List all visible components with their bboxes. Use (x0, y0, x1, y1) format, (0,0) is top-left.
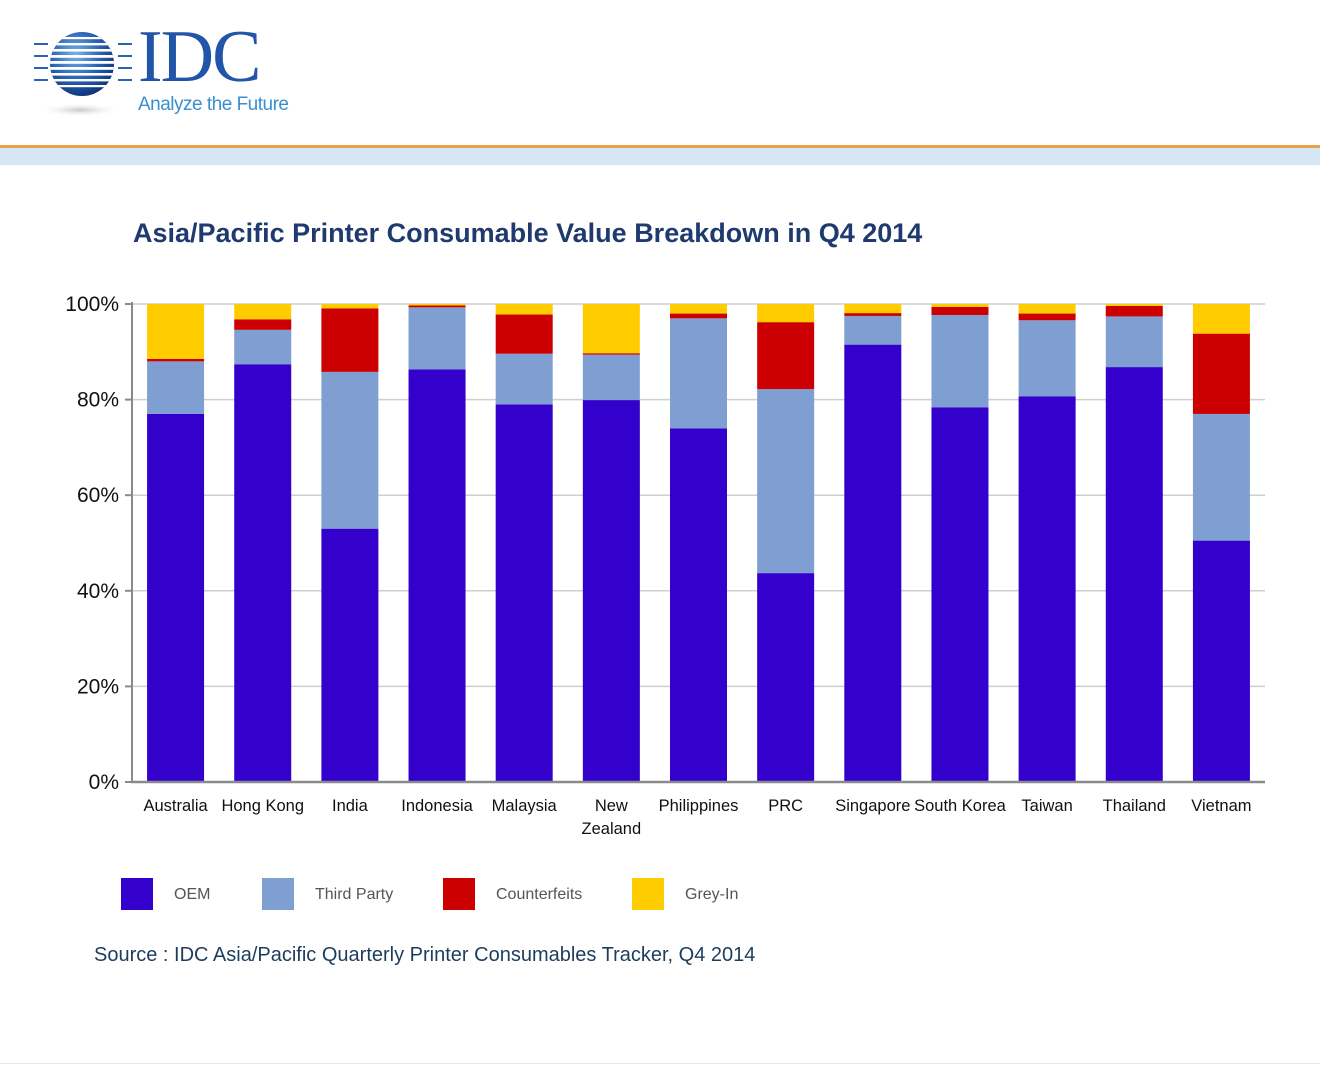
legend-label-counterfeits: Counterfeits (496, 886, 583, 903)
bar-segment-third-party (757, 389, 815, 574)
bar-segment-third-party (844, 315, 902, 345)
y-tick-label: 40% (77, 580, 119, 603)
x-tick-label: India (332, 797, 369, 815)
bar-segment-counterfeits (495, 314, 553, 354)
bar-segment-oem (408, 369, 466, 782)
footer-rule (0, 1063, 1320, 1064)
stacked-bar-chart: 0% 20% 40% 60% 80% 100% Australia Hong Kong Indi… (65, 293, 1265, 838)
bar-segment-grey-in (495, 304, 553, 315)
bar-segment-oem (147, 413, 205, 782)
bar-segment-third-party (234, 329, 292, 365)
bar-segment-grey-in (408, 304, 466, 306)
bar-segment-grey-in (1192, 304, 1250, 334)
legend-label-oem: OEM (174, 886, 211, 903)
bar-segment-oem (931, 407, 989, 782)
bar-segment-grey-in (757, 304, 815, 323)
idc-logo: IDC Analyze the Future (30, 20, 330, 124)
bar-segment-grey-in (1018, 304, 1076, 314)
y-tick-label: 100% (65, 293, 119, 316)
x-tick-label: Malaysia (492, 797, 558, 815)
y-tick-label: 20% (77, 675, 119, 698)
bar-segment-oem (1105, 367, 1163, 782)
x-tick-label: New (595, 797, 628, 815)
x-tick-label: Hong Kong (221, 797, 304, 815)
bar-segment-third-party (1192, 413, 1250, 541)
bar-segment-third-party (670, 318, 727, 429)
x-tick-label: PRC (768, 797, 803, 815)
bar-segment-counterfeits (844, 313, 902, 316)
bar-segment-counterfeits (1192, 333, 1250, 414)
y-tick-label: 80% (77, 389, 119, 412)
bar-segment-oem (321, 528, 379, 782)
x-tick-label: South Korea (914, 797, 1007, 815)
bar-segment-oem (844, 344, 902, 782)
x-tick-label: Singapore (835, 797, 910, 815)
bar-segment-grey-in (1105, 304, 1163, 306)
bar-segment-third-party (408, 307, 466, 370)
bar-segment-oem (670, 428, 727, 782)
bar-segment-third-party (1018, 320, 1076, 397)
bar-segment-counterfeits (931, 306, 989, 315)
bar-segment-counterfeits (321, 308, 379, 372)
bar-segment-grey-in (931, 304, 989, 307)
bar-segment-counterfeits (408, 305, 466, 308)
bar-segment-oem (234, 364, 292, 782)
x-tick-label: Australia (143, 797, 208, 815)
logo-tagline: Analyze the Future (138, 94, 289, 115)
x-tick-label: Philippines (659, 797, 739, 815)
y-tick-label: 60% (77, 484, 119, 507)
bar-segment-grey-in (670, 304, 727, 314)
x-tick-label: Vietnam (1191, 797, 1251, 815)
bar-segment-grey-in (321, 304, 379, 309)
bar-segment-grey-in (844, 304, 902, 314)
bar-segment-oem (582, 400, 640, 782)
bar-segment-oem (1192, 540, 1250, 782)
logo-wordmark: IDC (138, 16, 261, 98)
bar-segment-counterfeits (582, 353, 640, 355)
bar-segment-counterfeits (670, 313, 727, 319)
y-tick-label: 0% (89, 771, 119, 794)
bar-segment-third-party (147, 361, 205, 414)
bar-segment-third-party (321, 371, 379, 529)
legend-label-grey-in: Grey-In (685, 886, 739, 903)
chart-title: Asia/Pacific Printer Consumable Value Br… (133, 218, 923, 248)
bar-segment-oem (757, 573, 815, 782)
bar-segment-grey-in (147, 304, 205, 359)
bar-segment-counterfeits (1105, 305, 1163, 317)
bar-segment-third-party (495, 353, 553, 405)
bar-segment-grey-in (234, 304, 292, 320)
bar-segment-grey-in (582, 304, 640, 354)
legend-swatch-grey-in (632, 878, 664, 910)
bar-segment-oem (1018, 396, 1076, 782)
x-tick-label: Taiwan (1021, 797, 1072, 815)
bar-segment-third-party (582, 354, 640, 401)
bar-segment-counterfeits (147, 358, 205, 362)
legend-swatch-third-party (262, 878, 294, 910)
x-tick-label: Zealand (582, 820, 642, 838)
bar-segment-counterfeits (757, 322, 815, 390)
x-tick-label: Indonesia (401, 797, 473, 815)
legend-swatch-counterfeits (443, 878, 475, 910)
bar-segment-third-party (1105, 316, 1163, 368)
legend-label-third-party: Third Party (315, 886, 394, 903)
striped-globe-icon (34, 32, 132, 117)
header-band (0, 148, 1320, 165)
bar-segment-oem (495, 404, 553, 782)
bar-segment-counterfeits (234, 319, 292, 330)
header-accent-rule (0, 145, 1320, 148)
bar-segment-counterfeits (1018, 313, 1076, 321)
bar-segment-third-party (931, 314, 989, 408)
source-note: Source : IDC Asia/Pacific Quarterly Prin… (94, 944, 756, 966)
legend-swatch-oem (121, 878, 153, 910)
x-tick-label: Thailand (1103, 797, 1166, 815)
